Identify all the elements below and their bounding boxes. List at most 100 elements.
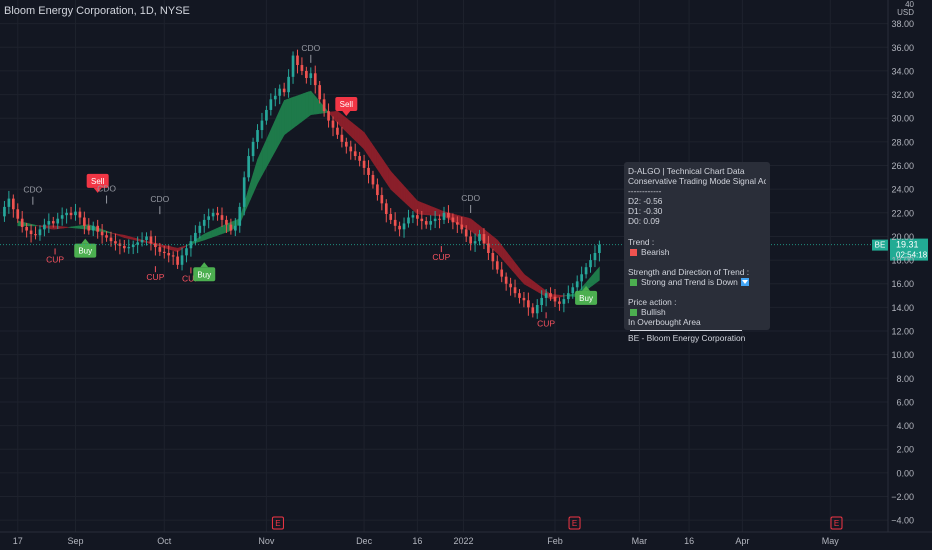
y-tick-label: 6.00 [896,397,914,407]
cloud-segment [514,261,518,277]
x-tick-label: 17 [13,536,23,546]
cloud-segment [494,237,498,255]
cloud-segment [334,110,338,124]
candle [571,283,575,299]
cloud-segment [402,184,406,204]
buy-signal[interactable]: Buy [193,262,216,282]
buy-signal[interactable]: Buy [575,285,598,305]
cloud-segment [296,94,300,127]
cloud-segment [366,135,370,158]
cloud-segment [424,203,428,216]
candle [447,205,450,224]
cdo-label: CDO [150,194,169,204]
candle [438,214,441,229]
earnings-marker[interactable]: E [830,516,843,530]
cdo-label: CDO [301,43,320,53]
cloud-segment [73,225,77,229]
price-axis[interactable]: −4.00 −2.00 0.00 2.00 4.00 6.00 8.00 10.00 12.00… [891,0,914,526]
y-tick-label: 32.00 [891,90,914,100]
cloud-segment [354,124,358,143]
candle [584,263,588,279]
candle [29,224,33,243]
cloud-segment [102,229,106,233]
cloud-segment [349,120,353,139]
candle [504,272,508,291]
buy-label: Buy [579,294,593,303]
candle [371,170,375,189]
buy-signal[interactable]: Buy [74,238,97,258]
cloud-segment [313,93,317,115]
cloud-segment [320,102,324,114]
candle [211,208,215,221]
cloud-segment [70,226,74,229]
panel-price-action-value: Bullish [641,307,666,318]
cloud-segment [511,258,515,274]
panel-footer: BE - Bloom Energy Corporation [628,333,746,344]
cloud-segment [133,237,137,241]
candle [198,221,202,239]
candle [185,244,188,263]
candle [424,216,428,229]
cloud-segment [286,98,290,134]
time-axis[interactable]: 17 Sep Oct Nov Dec 16 2022 Feb Mar 16 Apr May [13,536,840,546]
panel-d0: D0: 0.09 [628,216,660,227]
cloud-segment [431,206,435,216]
y-tick-label: 0.00 [896,468,914,478]
candle [202,213,206,233]
cloud-segment [380,156,385,180]
candle [402,217,406,238]
cloud-segment [284,99,288,136]
candle [464,225,468,243]
candle [140,232,144,247]
candle [118,239,122,255]
cloud-segment [303,92,307,121]
cloud-segment [298,93,302,125]
candle [238,202,242,233]
candles [3,49,601,319]
cloud-segment [254,159,258,189]
cloud-segment [36,225,40,227]
candle [194,225,197,246]
x-tick-label: 16 [412,536,422,546]
earnings-marker[interactable]: E [568,516,581,530]
panel-price-action-note: In Overbought Area [628,317,701,328]
candle [122,239,126,253]
candle [256,124,259,149]
y-tick-label: 36.00 [891,43,914,53]
cloud-segment [390,170,394,193]
cloud-segment [143,240,147,243]
cloud-segment [264,137,268,170]
cloud-segment [364,131,368,154]
sell-signal[interactable]: Sell [86,173,109,193]
candle [136,236,139,254]
cdo-label: CDO [461,193,480,203]
candle [87,218,91,235]
cloud-segment [359,128,363,148]
candle [305,66,308,84]
candle [544,289,548,307]
candle [358,151,361,167]
y-tick-label: 18.00 [891,256,914,266]
cloud-segment [400,181,404,202]
cloud-segment [32,224,36,227]
candle [269,93,273,116]
cloud-segment [385,163,389,187]
candle [225,215,228,234]
cloud-segment [528,277,532,289]
sell-signal[interactable]: Sell [335,97,358,117]
cloud-segment [407,189,411,209]
cloud-segment [397,178,401,200]
x-tick-label: May [822,536,840,546]
cloud-segment [267,132,271,166]
cloud-segment [172,246,176,252]
cloud-segment [48,225,52,230]
cloud-segment [376,149,380,173]
bearish-square-icon [630,248,637,256]
cloud-segment [262,142,266,175]
cloud-segment [121,234,125,239]
cloud-segment [65,226,69,228]
candle [265,105,268,125]
earnings-marker[interactable]: E [271,516,284,530]
price-tag-countdown: 02:54:18 [896,251,928,260]
